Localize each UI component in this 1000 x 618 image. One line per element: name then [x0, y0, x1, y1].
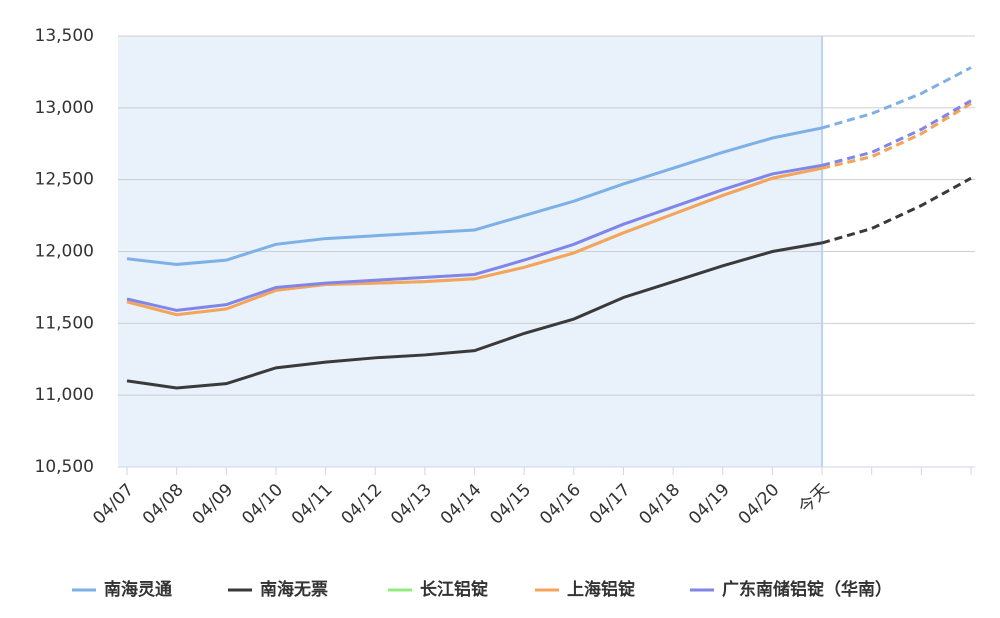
x-tick-label: 04/15: [486, 480, 535, 529]
series-line: [126, 166, 823, 317]
x-tick-label: 今天: [795, 480, 833, 518]
legend-label: 上海铝锭: [567, 579, 635, 600]
forecast-line: [821, 176, 972, 245]
series-line: [126, 126, 823, 266]
x-tick-label: 04/08: [139, 480, 188, 529]
x-tick-label: 04/07: [89, 480, 138, 529]
x-tick-label: 04/12: [338, 480, 387, 529]
legend-label: 长江铝锭: [420, 579, 488, 600]
x-tick-label: 04/09: [189, 480, 238, 529]
forecast-line: [821, 66, 972, 130]
series-line: [126, 241, 823, 390]
legend-label: 广东南储铝锭（华南）: [722, 579, 892, 600]
x-tick-label: 04/10: [238, 480, 287, 529]
forecast-line: [821, 102, 972, 170]
x-tick-label: 04/14: [437, 480, 486, 529]
x-tick-label: 04/16: [536, 480, 585, 529]
y-tick-label: 13,500: [35, 26, 94, 46]
y-tick-label: 10,500: [35, 457, 94, 477]
series-line: [126, 163, 823, 312]
y-tick-label: 11,000: [35, 385, 94, 405]
x-tick-label: 04/19: [685, 480, 734, 529]
x-tick-label: 04/18: [635, 480, 684, 529]
x-tick-label: 04/11: [288, 480, 337, 529]
x-tick-label: 04/20: [735, 480, 784, 529]
legend-label: 南海无票: [260, 579, 328, 600]
x-tick-label: 04/13: [387, 480, 436, 529]
y-tick-label: 11,500: [35, 313, 94, 333]
x-tick-label: 04/17: [586, 480, 635, 529]
y-tick-label: 12,500: [35, 170, 94, 190]
forecast-line: [821, 99, 972, 167]
y-tick-label: 12,000: [35, 242, 94, 262]
legend-label: 南海灵通: [104, 579, 172, 600]
y-tick-label: 13,000: [35, 98, 94, 118]
